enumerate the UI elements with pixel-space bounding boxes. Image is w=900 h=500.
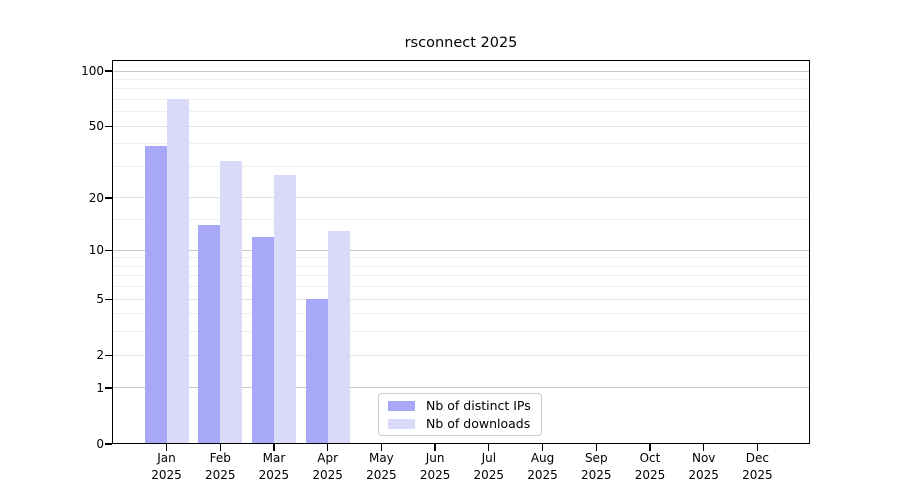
y-tick-label: 5 <box>96 292 104 307</box>
grid-line-minor <box>112 257 810 259</box>
y-tick-mark <box>105 249 112 251</box>
grid-line-decade <box>112 249 810 251</box>
bar-downloads <box>273 174 296 444</box>
y-tick-mark <box>105 443 112 445</box>
grid-line-major <box>112 354 810 356</box>
grid-line-minor <box>112 78 810 80</box>
grid-line-minor <box>112 98 810 100</box>
y-tick-mark <box>105 197 112 199</box>
x-tick-label: Oct 2025 <box>634 451 666 482</box>
x-tick-mark <box>595 444 597 451</box>
y-tick-label: 50 <box>88 119 104 134</box>
chart-title: rsconnect 2025 <box>404 35 518 51</box>
y-tick-mark <box>105 298 112 300</box>
bar-distinct-ips <box>305 299 328 444</box>
grid-line-decade <box>112 70 810 72</box>
bar-distinct-ips <box>198 225 221 444</box>
bar-downloads <box>166 99 189 444</box>
grid-line-minor <box>112 165 810 167</box>
x-tick-mark <box>165 444 168 451</box>
x-tick-mark <box>649 444 651 451</box>
grid-line-minor <box>112 219 810 221</box>
bar-downloads <box>327 230 350 444</box>
x-tick-mark <box>327 444 329 451</box>
x-tick-mark <box>434 444 436 451</box>
y-tick-mark <box>105 125 112 127</box>
y-tick-mark <box>105 354 112 356</box>
y-tick-label: 1 <box>96 380 104 395</box>
legend-label-distinct-ips: Nb of distinct IPs <box>426 397 531 413</box>
x-tick-label: May 2025 <box>366 451 397 482</box>
x-tick-label: Nov 2025 <box>688 451 719 482</box>
grid-line-minor <box>112 331 810 333</box>
y-tick-label: 20 <box>88 190 104 205</box>
x-tick-label: Jun 2025 <box>419 451 451 482</box>
x-tick-label: Apr 2025 <box>312 451 343 482</box>
x-tick-label: Feb 2025 <box>204 451 236 482</box>
x-tick-label: Dec 2025 <box>742 451 773 482</box>
bar-downloads <box>220 161 243 444</box>
grid-line-major <box>112 125 810 127</box>
x-tick-mark <box>488 444 490 451</box>
legend-row-distinct-ips: Nb of distinct IPs <box>379 397 541 413</box>
bar-distinct-ips <box>251 236 274 444</box>
x-tick-label: Jul 2025 <box>473 451 505 482</box>
x-tick-mark <box>219 444 221 451</box>
grid-line-minor <box>112 275 810 277</box>
x-tick-mark <box>273 444 275 451</box>
grid-line-major <box>112 298 810 300</box>
legend: Nb of distinct IPs Nb of downloads <box>378 393 542 436</box>
grid-line-minor <box>112 143 810 145</box>
bar-distinct-ips <box>144 145 167 444</box>
x-tick-mark <box>703 444 705 451</box>
grid-line-minor <box>112 265 810 267</box>
x-tick-label: Aug 2025 <box>527 451 558 482</box>
grid-line-minor <box>112 286 810 288</box>
y-tick-label: 10 <box>88 243 104 258</box>
grid-line-decade <box>112 387 810 389</box>
y-tick-label: 0 <box>96 437 104 451</box>
y-tick-mark <box>105 387 112 389</box>
y-tick-label: 100 <box>81 64 104 78</box>
legend-swatch-distinct-ips <box>388 400 415 411</box>
x-tick-mark <box>756 444 759 451</box>
x-tick-label: Sep 2025 <box>580 451 612 482</box>
x-tick-mark <box>380 444 383 451</box>
grid-line-major <box>112 197 810 199</box>
y-tick-label: 2 <box>96 348 104 363</box>
legend-label-downloads: Nb of downloads <box>426 415 531 431</box>
x-tick-label: Mar 2025 <box>258 451 290 482</box>
x-tick-mark <box>541 444 544 451</box>
legend-swatch-downloads <box>388 418 415 429</box>
x-tick-label: Jan 2025 <box>151 451 182 482</box>
grid-line-minor <box>112 111 810 113</box>
grid-line-minor <box>112 88 810 90</box>
legend-row-downloads: Nb of downloads <box>379 415 541 431</box>
y-tick-mark <box>105 70 112 72</box>
grid-line-minor <box>112 313 810 315</box>
